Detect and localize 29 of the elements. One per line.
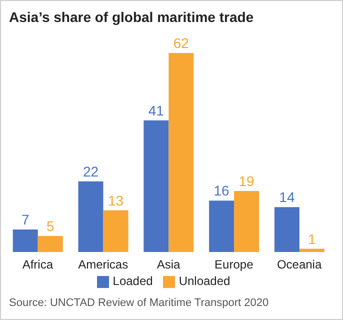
bar [234,191,260,252]
bar [103,210,128,252]
source-note: Source: UNCTAD Review of Maritime Transport 2020 [9,297,269,309]
legend-label: Loaded [112,274,153,288]
data-label: 5 [46,218,54,234]
data-label: 13 [108,192,124,208]
x-tick-label: Africa [22,258,54,272]
x-tick-label: Oceania [276,258,322,272]
data-label: 1 [308,230,316,247]
x-tick-label: Asia [156,258,180,272]
data-label: 41 [148,102,164,118]
bar [274,207,300,252]
x-tick-label: Europe [214,258,254,272]
data-label: 19 [238,173,255,190]
data-label: 16 [214,182,230,199]
legend-label: Unloaded [178,274,230,288]
chart-title: Asia’s share of global maritime trade [9,9,254,25]
data-label: 7 [21,212,30,228]
data-label: 14 [279,189,295,206]
bar [38,236,63,252]
bar [299,248,324,252]
data-label: 22 [82,163,99,180]
bar [12,230,38,252]
x-tick-label: Americas [78,258,128,272]
data-label: 62 [173,35,190,51]
bar [144,120,169,252]
bar [78,181,104,252]
bar [209,200,234,252]
bar [168,53,194,252]
